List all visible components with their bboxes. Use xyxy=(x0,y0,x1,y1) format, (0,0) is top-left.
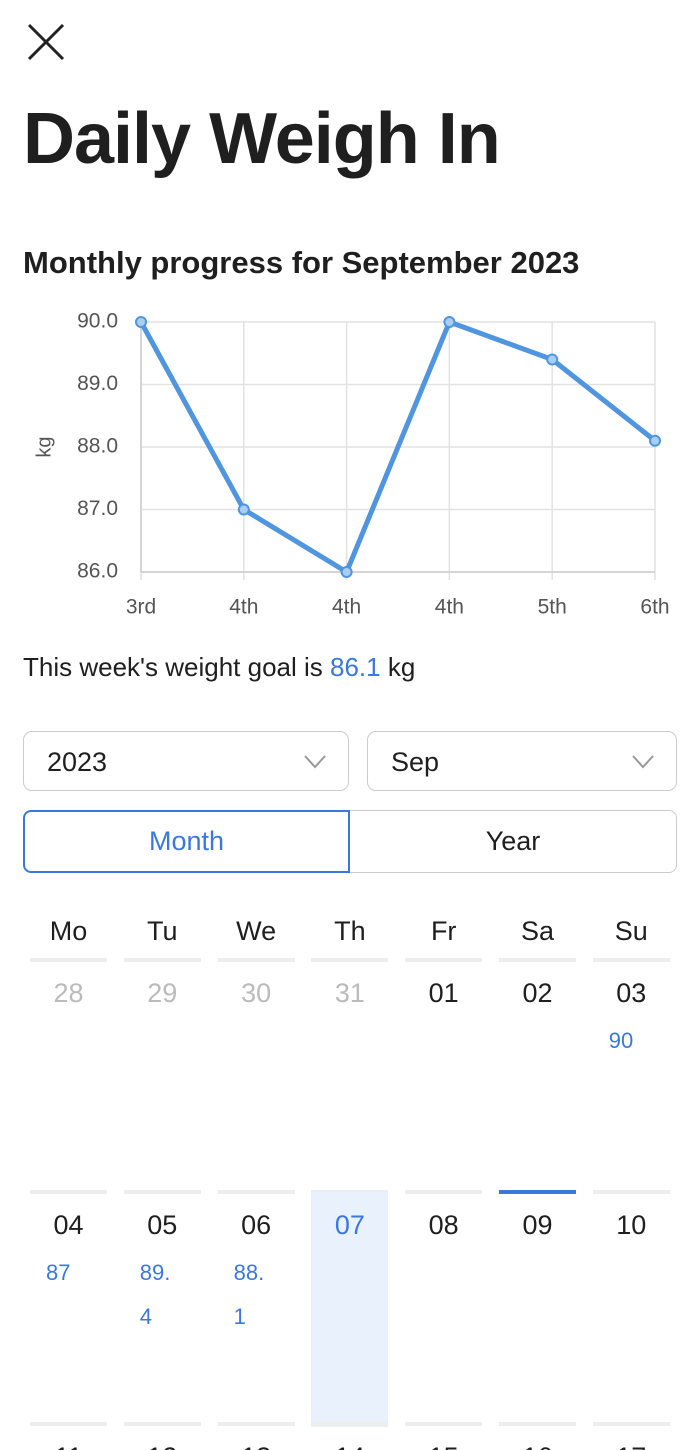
weekday: Th xyxy=(334,916,366,946)
goal-value: 86.1 xyxy=(330,652,381,682)
separator xyxy=(405,1422,483,1426)
chart: 86.0 87.0 88.0 89.0 90.0 3rd 4th 4th 4th 5th 6th kg xyxy=(33,310,669,619)
page-title: Daily Weigh In xyxy=(23,99,501,179)
day-number[interactable]: 06 xyxy=(241,1210,272,1240)
day-number[interactable]: 15 xyxy=(405,1442,482,1450)
year-value: 2023 xyxy=(47,747,108,777)
day-number[interactable]: 13 xyxy=(218,1442,295,1450)
weekday: Mo xyxy=(49,916,88,946)
x-tick-label: 4th xyxy=(435,596,464,619)
x-tick-label: 5th xyxy=(538,596,567,619)
point xyxy=(237,503,250,516)
separator xyxy=(405,1190,483,1194)
x-tick-label: 6th xyxy=(640,596,669,619)
day-number[interactable]: 02 xyxy=(522,978,553,1008)
day-number[interactable]: 16 xyxy=(499,1442,576,1450)
separator xyxy=(217,958,295,962)
separator xyxy=(30,958,107,962)
month-select[interactable]: Sep xyxy=(367,731,677,791)
point xyxy=(649,434,661,447)
separator xyxy=(592,1422,670,1426)
y-tick-label: 87.0 xyxy=(77,497,118,520)
separator xyxy=(311,958,389,962)
y-tick-label: 88.0 xyxy=(77,435,118,458)
x-tick-label: 3rd xyxy=(126,596,156,619)
year-select[interactable]: 2023 xyxy=(23,731,349,791)
day-number[interactable]: 04 xyxy=(53,1210,84,1240)
day-number[interactable]: 17 xyxy=(593,1442,670,1450)
day-number[interactable]: 09 xyxy=(522,1210,553,1240)
separator xyxy=(30,1422,107,1426)
separator xyxy=(499,1190,576,1194)
month-value: Sep xyxy=(391,747,440,777)
weekday: Sa xyxy=(520,916,555,946)
point xyxy=(340,566,353,578)
separator xyxy=(123,1422,201,1426)
day-number[interactable]: 03 xyxy=(616,978,647,1008)
today-highlight xyxy=(311,1192,389,1427)
day-number[interactable]: 07 xyxy=(334,1210,365,1240)
day-weight: 90 xyxy=(608,1028,634,1053)
x-tick-label: 4th xyxy=(229,596,258,619)
day-number[interactable]: 28 xyxy=(53,978,84,1008)
toggle-month[interactable]: Month xyxy=(23,810,350,873)
day-weight: 87 xyxy=(46,1260,71,1285)
point xyxy=(135,316,147,328)
point xyxy=(546,353,559,366)
x-tick-label: 4th xyxy=(332,596,361,619)
y-tick-label: 86.0 xyxy=(77,560,118,583)
weekday: Su xyxy=(614,916,648,946)
day-number[interactable]: 30 xyxy=(241,978,272,1008)
day-number[interactable]: 01 xyxy=(428,978,459,1008)
day-weight: 88.1 xyxy=(233,1260,265,1329)
day-weight: 89.4 xyxy=(139,1260,171,1329)
y-axis-label: kg xyxy=(33,436,55,457)
goal-text: This week's weight goal is 86.1 kg xyxy=(23,652,415,683)
day-number[interactable]: 12 xyxy=(124,1442,201,1450)
day-number[interactable]: 14 xyxy=(311,1442,388,1450)
goal-label: This week's weight goal is xyxy=(23,652,323,682)
chevron xyxy=(632,755,654,769)
goal-unit: kg xyxy=(387,652,416,682)
separator xyxy=(123,958,201,962)
day-number[interactable]: 29 xyxy=(147,978,178,1008)
separator xyxy=(499,1422,576,1426)
separator xyxy=(499,958,576,962)
weekday: Tu xyxy=(147,916,178,946)
weekday: Fr xyxy=(430,916,457,946)
separator xyxy=(30,1190,107,1194)
day-number[interactable]: 11 xyxy=(30,1442,107,1450)
separator xyxy=(217,1422,295,1426)
separator xyxy=(123,1190,201,1194)
y-tick-label: 90.0 xyxy=(77,310,118,333)
toggle-year[interactable]: Year xyxy=(350,810,677,873)
separator xyxy=(405,958,483,962)
line xyxy=(138,319,657,575)
separator xyxy=(592,958,670,962)
weekday: We xyxy=(236,916,277,946)
day-number[interactable]: 31 xyxy=(334,978,365,1008)
chevron xyxy=(304,755,326,769)
day-number[interactable]: 05 xyxy=(147,1210,178,1240)
separator xyxy=(217,1190,295,1194)
chart-title: Monthly progress for September 2023 xyxy=(23,245,580,280)
day-number[interactable]: 08 xyxy=(428,1210,459,1240)
point xyxy=(443,316,456,328)
separator xyxy=(592,1190,670,1194)
day-number[interactable]: 10 xyxy=(616,1210,647,1240)
y-tick-label: 89.0 xyxy=(77,372,118,395)
close-button[interactable] xyxy=(26,22,66,62)
separator xyxy=(311,1422,389,1426)
